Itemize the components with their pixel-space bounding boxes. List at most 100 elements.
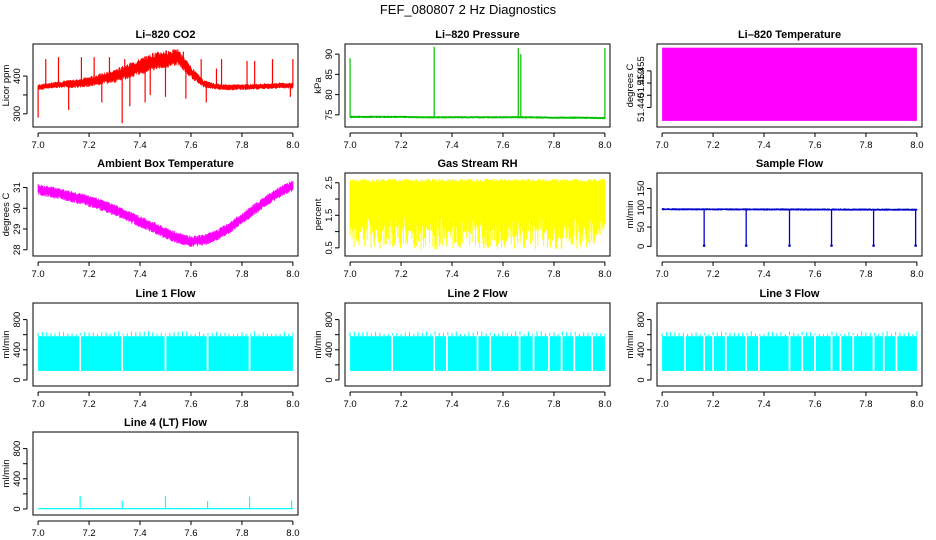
series-line — [37, 180, 294, 247]
x-tick-label: 7.4 — [757, 140, 770, 151]
y-tick-label: 400 — [324, 342, 335, 358]
y-tick-label: 0 — [12, 506, 23, 511]
x-tick-label: 7.4 — [133, 528, 146, 539]
x-tick-label: 7.2 — [706, 269, 719, 280]
dip-point — [914, 244, 917, 247]
x-tick-label: 7.6 — [496, 140, 509, 151]
panel-title: Ambient Box Temperature — [97, 158, 234, 170]
plot-frame — [656, 302, 923, 387]
x-tick-label: 8.0 — [286, 528, 299, 539]
y-tick-label: 75 — [324, 110, 335, 121]
y-tick-label: 90 — [324, 49, 335, 60]
data-series — [37, 495, 294, 510]
y-axis-label: ml/min — [1, 331, 12, 359]
chart-panel: Line 4 (LT) Flow 7.0 7.2 7.4 7.6 7.8 8.0 0 400 80… — [1, 417, 300, 539]
y-axis-label: degrees C — [625, 63, 636, 107]
x-tick-label: 7.0 — [343, 399, 356, 410]
x-tick-label: 7.4 — [445, 269, 458, 280]
x-tick-label: 7.4 — [757, 269, 770, 280]
x-tick-label: 7.0 — [343, 269, 356, 280]
series-area — [662, 47, 917, 121]
data-series — [37, 49, 294, 124]
x-tick-label: 8.0 — [598, 140, 611, 151]
data-series — [37, 180, 294, 247]
x-tick-label: 7.4 — [445, 140, 458, 151]
y-axis-label: ml/min — [1, 460, 12, 488]
x-tick-label: 7.2 — [82, 399, 95, 410]
y-tick-label: 400 — [12, 471, 23, 487]
plot-frame — [32, 302, 299, 387]
x-tick-label: 8.0 — [286, 140, 299, 151]
data-series — [349, 178, 606, 250]
plot-frame — [32, 431, 299, 516]
series-noise — [37, 331, 294, 337]
panel-title: Line 1 Flow — [136, 288, 196, 300]
series-center — [38, 184, 294, 243]
y-tick-label: 400 — [12, 342, 23, 358]
x-tick-label: 7.2 — [82, 528, 95, 539]
x-tick-label: 7.8 — [859, 399, 872, 410]
chart-panel: Line 2 Flow 7.0 7.2 7.4 7.6 7.8 8.0 0 400 800ml/m… — [313, 288, 612, 410]
y-axis-label: degrees C — [1, 192, 12, 236]
y-tick-label: 0 — [12, 377, 23, 382]
x-tick-label: 8.0 — [910, 269, 923, 280]
y-tick-label: 400 — [12, 68, 23, 84]
y-tick-label: 800 — [12, 441, 23, 457]
panel-title: Li–820 Temperature — [738, 29, 841, 41]
chart-panel: Li–820 CO2 7.0 7.2 7.4 7.6 7.8 8.0 300 400Licor … — [1, 29, 300, 151]
y-tick-label: 85 — [324, 69, 335, 80]
panel-title: Line 2 Flow — [448, 288, 508, 300]
x-tick-label: 7.4 — [445, 399, 458, 410]
panel-title: Sample Flow — [756, 158, 824, 170]
axes: 7.0 7.2 7.4 7.6 7.8 8.0 51.44051.45051.455degr… — [625, 43, 924, 151]
y-tick-label: 29 — [12, 224, 23, 235]
x-tick-label: 8.0 — [910, 140, 923, 151]
x-tick-label: 7.8 — [547, 399, 560, 410]
dip-point — [872, 244, 875, 247]
y-tick-label: 400 — [636, 342, 647, 358]
y-tick-label: 30 — [12, 203, 23, 214]
x-tick-label: 7.2 — [394, 140, 407, 151]
panel-title: Li–820 CO2 — [136, 29, 196, 41]
y-tick-label: 51.440 — [636, 93, 647, 122]
data-series — [661, 331, 918, 372]
x-tick-label: 7.6 — [184, 269, 197, 280]
x-tick-label: 7.0 — [31, 140, 44, 151]
y-tick-label: 50 — [636, 222, 647, 233]
y-axis-label: ml/min — [625, 201, 636, 229]
x-tick-label: 7.4 — [133, 140, 146, 151]
x-tick-label: 8.0 — [286, 399, 299, 410]
x-tick-label: 7.0 — [655, 399, 668, 410]
x-tick-label: 7.6 — [808, 399, 821, 410]
x-tick-label: 7.2 — [706, 399, 719, 410]
x-tick-label: 7.8 — [859, 269, 872, 280]
panel-title: Gas Stream RH — [437, 158, 517, 170]
y-axis-label: kPa — [313, 77, 324, 94]
y-axis-label: percent — [313, 198, 324, 230]
x-tick-label: 7.0 — [31, 528, 44, 539]
chart-panel: Ambient Box Temperature 7.0 7.2 7.4 7.6 7.8 8.… — [1, 158, 300, 280]
y-tick-label: 31 — [12, 182, 23, 193]
y-tick-label: 800 — [324, 312, 335, 328]
x-tick-label: 7.4 — [133, 269, 146, 280]
x-tick-label: 8.0 — [598, 399, 611, 410]
y-tick-label: 51.450 — [636, 69, 647, 98]
x-tick-label: 7.6 — [808, 269, 821, 280]
series-area — [349, 178, 606, 250]
x-tick-label: 7.8 — [235, 399, 248, 410]
x-tick-label: 7.6 — [184, 399, 197, 410]
y-tick-label: 80 — [324, 89, 335, 100]
y-tick-label: 150 — [636, 181, 647, 197]
panel-title: Li–820 Pressure — [435, 29, 519, 41]
y-tick-label: 0 — [324, 377, 335, 382]
y-tick-label: 0.5 — [324, 241, 335, 254]
y-tick-label: 800 — [12, 312, 23, 328]
chart-panel: Line 3 Flow 7.0 7.2 7.4 7.6 7.8 8.0 0 400 800ml/m… — [625, 288, 924, 410]
x-tick-label: 7.0 — [31, 399, 44, 410]
